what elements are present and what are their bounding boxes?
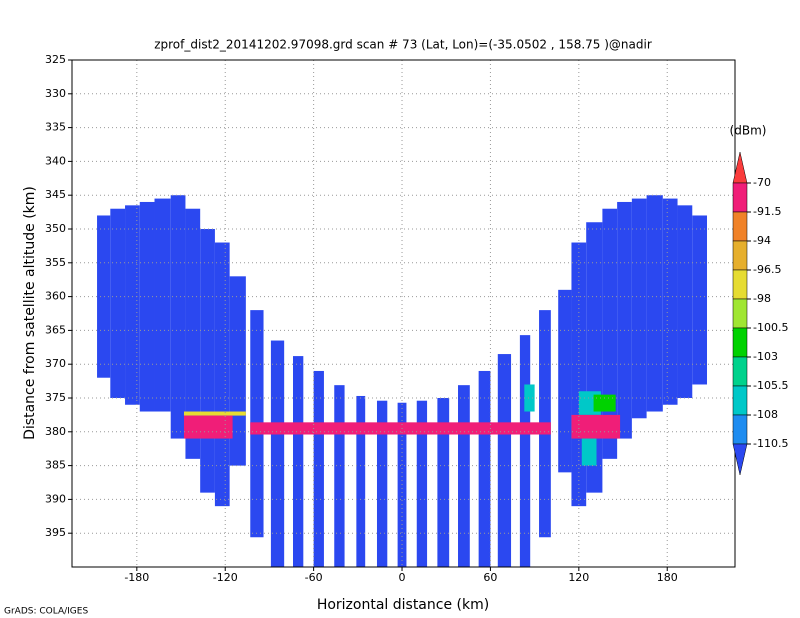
swath	[200, 229, 215, 493]
colorbar-label: -100.5	[753, 321, 788, 334]
colorbar-label: -103	[753, 350, 778, 363]
swath	[631, 198, 647, 419]
y-axis-label: Distance from satellite altitude (km)	[22, 186, 38, 440]
swath	[356, 395, 366, 567]
echo	[183, 415, 233, 439]
y-tick-label: 335	[45, 121, 66, 134]
echo	[183, 411, 246, 416]
colorbar-label: -105.5	[753, 379, 788, 392]
colorbar-label: -96.5	[753, 263, 781, 276]
y-tick-label: 385	[45, 459, 66, 472]
colorbar-label: -94	[753, 234, 771, 247]
y-tick-label: 395	[45, 526, 66, 539]
echo	[571, 414, 621, 439]
swath	[662, 198, 678, 405]
echo	[593, 394, 616, 412]
swath	[497, 354, 512, 567]
colorbar-label: -91.5	[753, 205, 781, 218]
swath	[571, 242, 587, 507]
echo	[581, 438, 597, 466]
x-axis-label: Horizontal distance (km)	[317, 597, 489, 613]
y-tick-label: 380	[45, 425, 66, 438]
y-tick-label: 370	[45, 357, 66, 370]
echo	[250, 422, 551, 435]
swath	[519, 335, 531, 567]
swath	[646, 195, 663, 412]
colorbar-segment	[732, 356, 748, 387]
colorbar-segment	[732, 414, 748, 445]
swath	[293, 356, 304, 567]
swath	[110, 208, 126, 398]
swath	[229, 276, 246, 466]
x-tick-label: 120	[568, 571, 589, 584]
swath	[170, 195, 186, 439]
swath	[376, 400, 388, 567]
colorbar-label: -70	[753, 176, 771, 189]
x-tick-label: -60	[305, 571, 323, 584]
colorbar-label: -98	[753, 292, 771, 305]
echo	[524, 384, 535, 412]
swath	[125, 205, 140, 405]
swath	[677, 205, 693, 398]
swath	[154, 198, 171, 412]
y-tick-label: 340	[45, 154, 66, 167]
swath	[478, 370, 491, 567]
swath	[270, 340, 285, 567]
colorbar-label: (dBm)	[730, 124, 767, 138]
colorbar-label: -108	[753, 408, 778, 421]
swath	[437, 398, 450, 567]
y-tick-label: 365	[45, 323, 66, 336]
swath	[313, 370, 324, 567]
swath	[139, 201, 155, 412]
y-tick-label: 360	[45, 290, 66, 303]
colorbar-segment	[732, 327, 748, 358]
swath	[97, 215, 111, 378]
footer: GrADS: COLA/IGES	[4, 607, 88, 617]
swath	[458, 385, 470, 567]
x-tick-label: 0	[399, 571, 406, 584]
colorbar-segment	[732, 385, 748, 416]
swath	[334, 385, 345, 567]
y-tick-label: 355	[45, 256, 66, 269]
colorbar-segment	[732, 298, 748, 329]
swath	[692, 215, 708, 385]
x-tick-label: 180	[657, 571, 678, 584]
y-tick-label: 345	[45, 188, 66, 201]
x-tick-label: -180	[124, 571, 149, 584]
x-tick-label: -120	[213, 571, 238, 584]
y-tick-label: 350	[45, 222, 66, 235]
y-tick-label: 390	[45, 492, 66, 505]
colorbar-segment	[732, 240, 748, 271]
swath	[214, 242, 230, 507]
swath	[185, 208, 201, 459]
chart-title: zprof_dist2_20141202.97098.grd scan # 73…	[154, 38, 652, 52]
swath	[558, 289, 572, 473]
y-tick-label: 325	[45, 53, 66, 66]
swath	[617, 201, 632, 439]
x-tick-label: 60	[483, 571, 497, 584]
colorbar-segment	[732, 182, 748, 213]
y-tick-label: 375	[45, 391, 66, 404]
swath	[416, 400, 428, 567]
colorbar-segment	[732, 211, 748, 242]
colorbar-cap	[732, 443, 748, 476]
colorbar-label: -110.5	[753, 437, 788, 450]
colorbar-segment	[732, 269, 748, 300]
y-tick-label: 330	[45, 87, 66, 100]
